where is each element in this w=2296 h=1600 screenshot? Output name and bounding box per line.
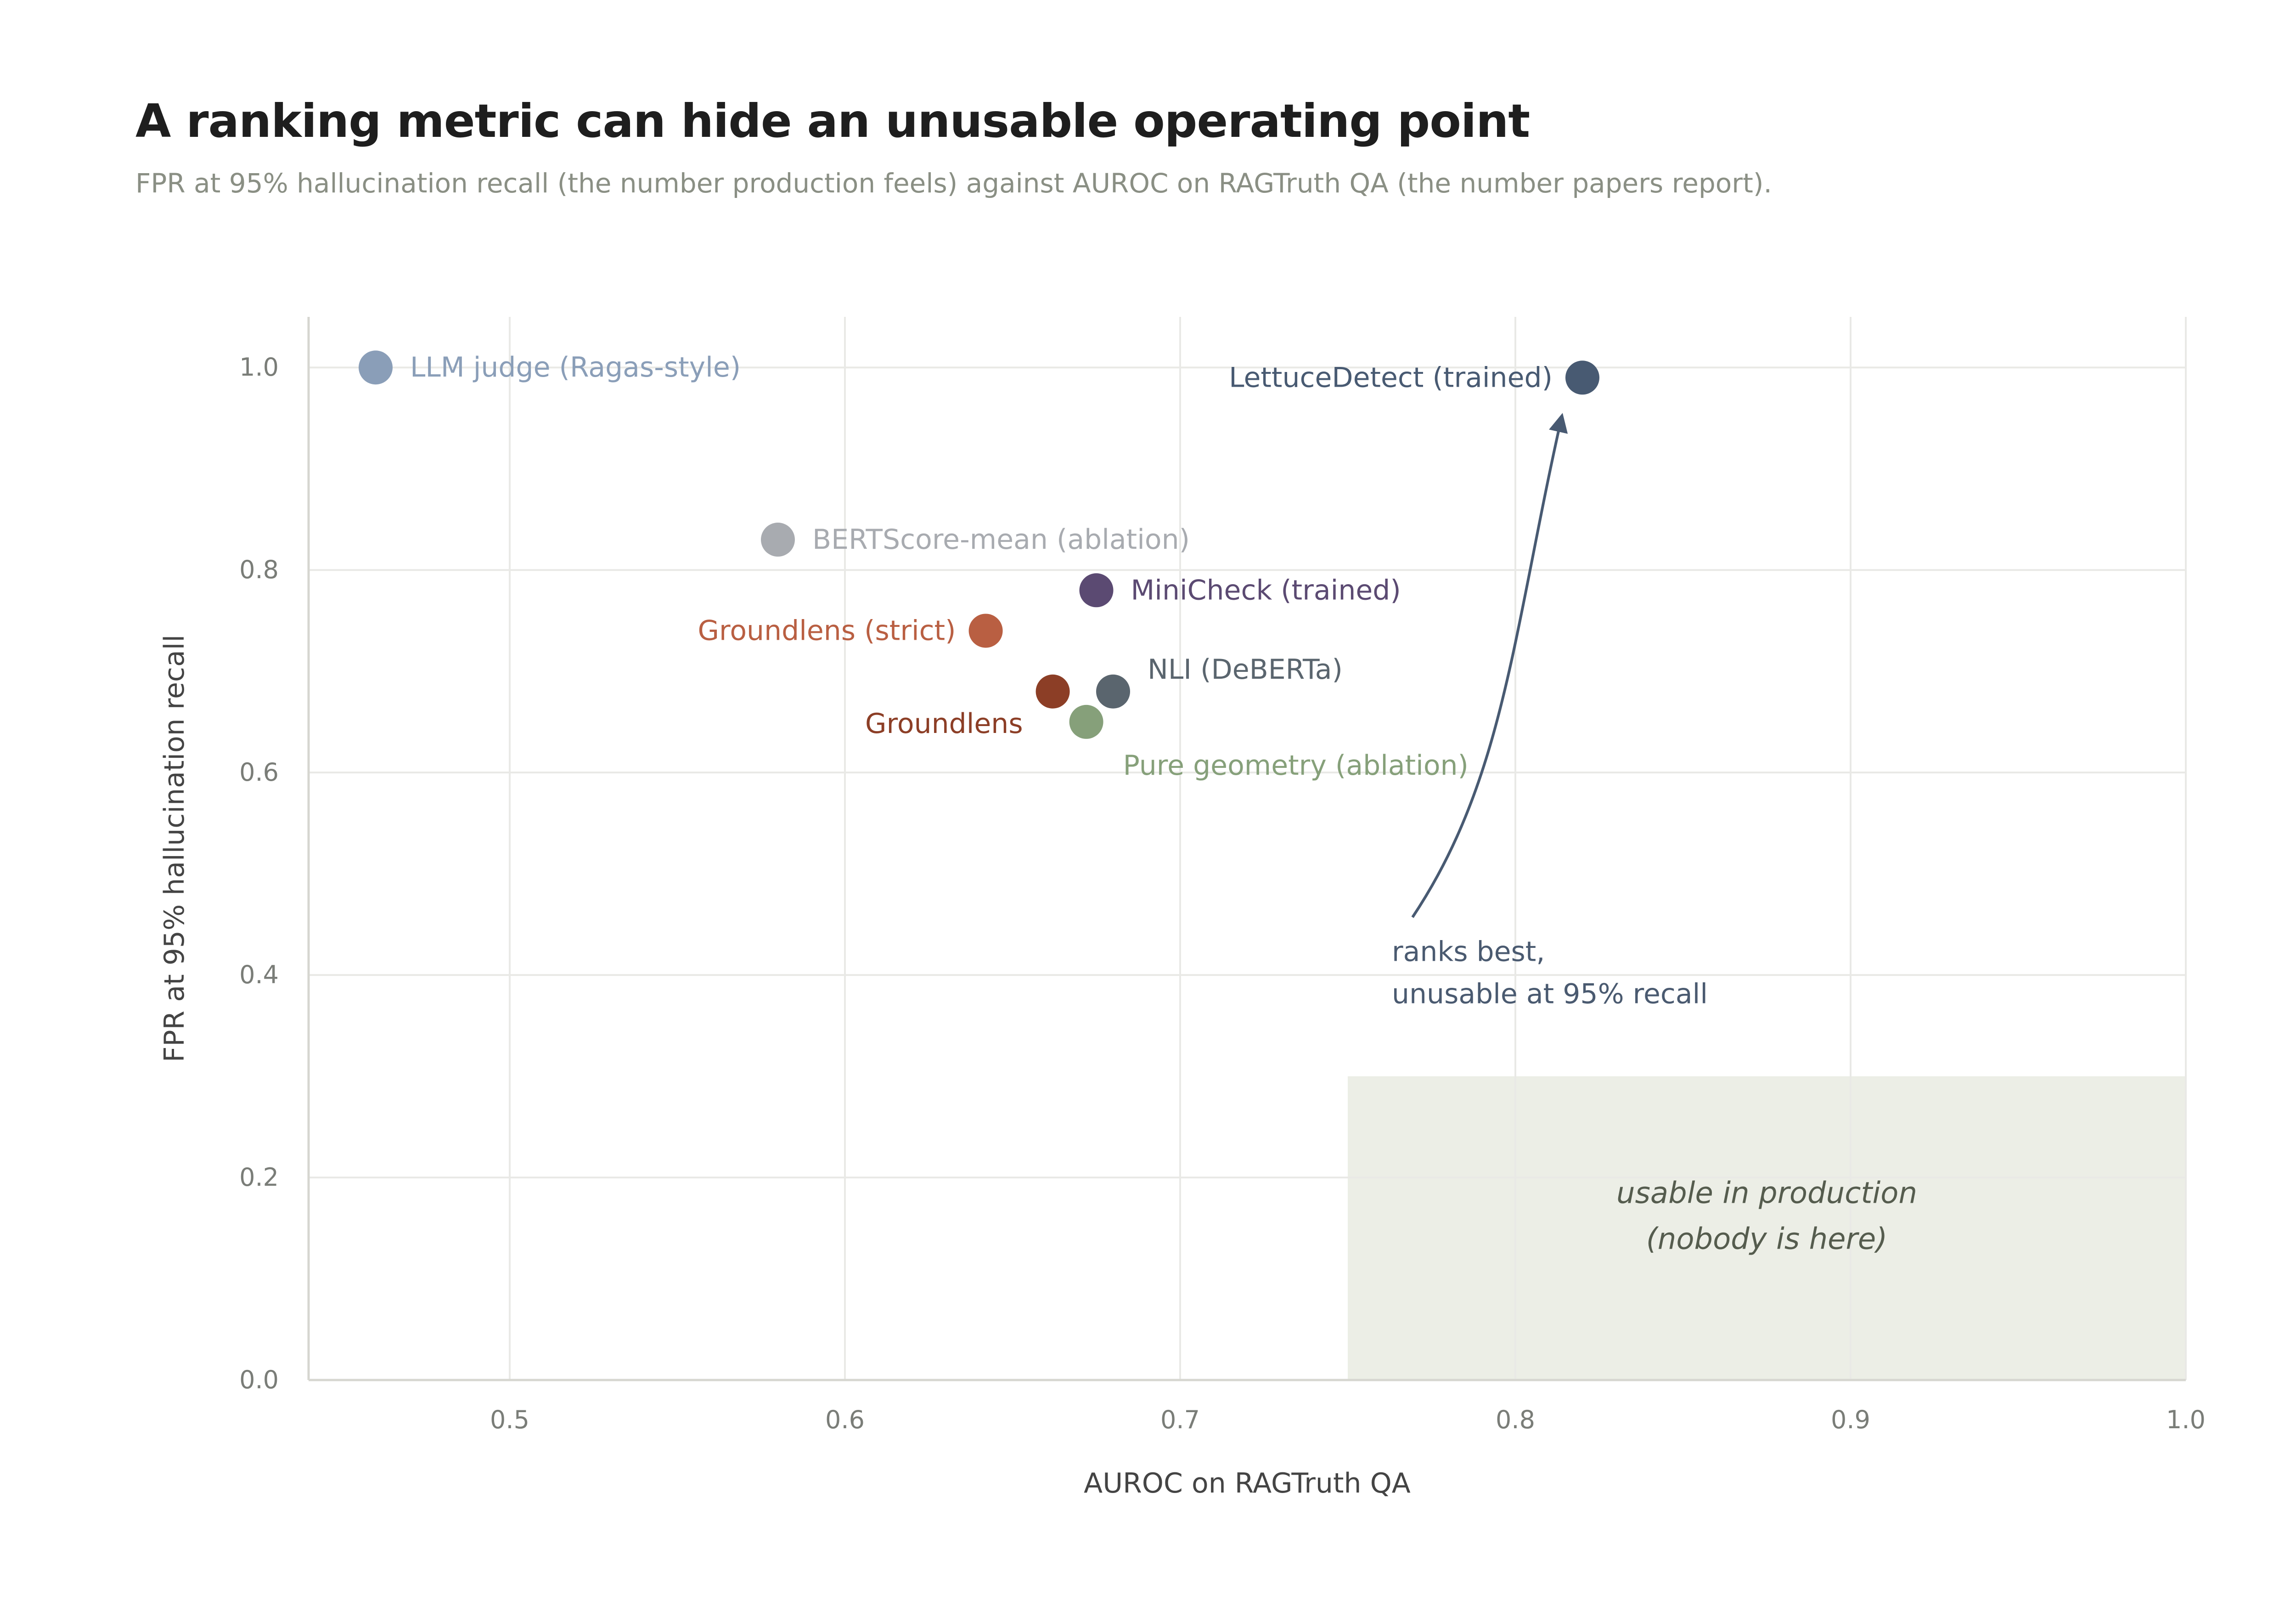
chart-title: A ranking metric can hide an unusable op… [135,94,1530,148]
chart-subtitle: FPR at 95% hallucination recall (the num… [135,168,1772,199]
x-tick-label: 0.8 [1496,1405,1535,1434]
usable-region [1348,1076,2186,1380]
data-point [968,614,1003,648]
data-point [1069,704,1103,739]
data-point-label: NLI (DeBERTa) [1148,654,1343,686]
y-axis-label: FPR at 95% hallucination recall [158,635,191,1062]
data-point-label: Pure geometry (ablation) [1123,749,1469,782]
data-point-label: LLM judge (Ragas-style) [410,351,741,383]
x-tick-label: 0.6 [825,1405,865,1434]
y-tick-label: 0.6 [239,758,279,787]
data-point-label: Groundlens (strict) [698,614,956,647]
y-tick-label: 1.0 [239,353,279,382]
data-point [761,523,795,557]
x-tick-label: 0.5 [490,1405,529,1434]
x-tick-label: 0.9 [1831,1405,1870,1434]
data-point [1035,674,1070,709]
data-point [359,350,393,385]
y-tick-label: 0.4 [239,960,279,989]
data-point [1079,573,1114,608]
annotation-text: ranks best, [1392,935,1545,968]
annotation-arrow [1411,413,1568,918]
x-tick-label: 0.7 [1160,1405,1200,1434]
data-point-label: Groundlens [865,708,1023,740]
y-tick-label: 0.2 [239,1163,279,1192]
x-tick-label: 1.0 [2166,1405,2206,1434]
data-point-label: MiniCheck (trained) [1131,574,1401,606]
y-tick-label: 0.0 [239,1365,279,1394]
annotation-text: unusable at 95% recall [1392,978,1708,1010]
region-label: (nobody is here) [1646,1222,1887,1256]
y-tick-label: 0.8 [239,555,279,584]
data-point [1096,674,1130,709]
data-point [1565,361,1599,395]
region-label: usable in production [1616,1176,1917,1210]
data-point-label: LettuceDetect (trained) [1229,361,1553,394]
x-axis-label: AUROC on RAGTruth QA [1084,1467,1411,1499]
data-point-label: BERTScore-mean (ablation) [812,524,1190,556]
